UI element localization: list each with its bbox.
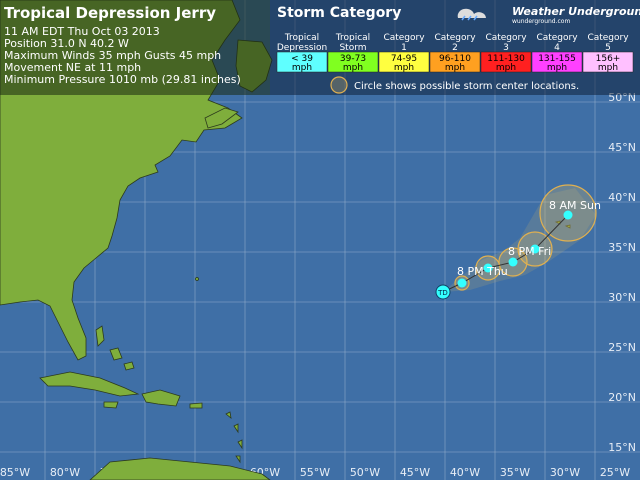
category-range: mph — [445, 63, 465, 73]
cloud-icon — [457, 8, 486, 18]
category-range: 111-130 — [487, 54, 525, 64]
brand-url: wunderground.com — [512, 18, 570, 25]
info-line: 11 AM EDT Thu Oct 03 2013 — [4, 25, 160, 38]
longitude-label: 85°W — [0, 466, 30, 479]
longitude-label: 40°W — [450, 466, 480, 479]
time-label: 8 PM Fri — [508, 245, 551, 258]
category-name: Depression — [277, 43, 327, 53]
category-name: Category — [383, 33, 425, 43]
category-name: 5 — [605, 43, 611, 53]
category-range: < 39 — [291, 54, 313, 64]
latitude-label: 45°N — [608, 141, 636, 154]
category-range: mph — [343, 63, 363, 73]
info-line: Maximum Winds 35 mph Gusts 45 mph — [4, 49, 221, 62]
info-line: Position 31.0 N 40.2 W — [4, 37, 129, 50]
category-swatch — [480, 51, 532, 73]
brand-name: Weather Underground — [512, 5, 640, 18]
puerto-rico — [189, 402, 203, 409]
latitude-label: 15°N — [608, 441, 636, 454]
track-point — [483, 263, 493, 273]
category-swatch — [327, 51, 379, 73]
time-label: 8 AM Sun — [549, 199, 601, 212]
bermuda — [195, 277, 199, 281]
track-point — [530, 244, 540, 254]
legend-title: Storm Category — [277, 5, 401, 21]
category-range: mph — [598, 63, 618, 73]
cone-area — [443, 188, 596, 292]
info-line: Movement NE at 11 mph — [4, 61, 141, 74]
category-swatch — [429, 51, 481, 73]
category-name: 4 — [554, 43, 560, 53]
latitude-label: 35°N — [608, 241, 636, 254]
longitude-label: 30°W — [550, 466, 580, 479]
category-name: 2 — [452, 43, 458, 53]
legend-panel — [270, 0, 640, 95]
latitude-label: 40°N — [608, 191, 636, 204]
info-line: Minimum Pressure 1010 mb (29.81 inches) — [4, 73, 241, 86]
category-name: 1 — [401, 43, 407, 53]
category-name: Storm — [339, 43, 366, 53]
longitude-label: 50°W — [350, 466, 380, 479]
category-name: Category — [587, 33, 629, 43]
category-range: 96-110 — [439, 54, 471, 64]
antilles — [225, 411, 243, 464]
storm-title: Tropical Depression Jerry — [4, 4, 216, 22]
hispaniola — [141, 389, 181, 407]
nova-scotia — [204, 107, 239, 129]
category-name: Tropical — [284, 33, 319, 43]
cone-note: Circle shows possible storm center locat… — [354, 81, 579, 92]
category-name: Category — [485, 33, 527, 43]
time-label: 8 PM Thu — [457, 265, 508, 278]
info-panel — [0, 0, 270, 95]
longitude-label: 45°W — [400, 466, 430, 479]
category-swatch — [378, 51, 430, 73]
category-name: Category — [434, 33, 476, 43]
longitude-label: 35°W — [500, 466, 530, 479]
track-point — [508, 257, 518, 267]
azores — [554, 220, 571, 229]
category-range: 156+ — [596, 54, 621, 64]
cone-sample — [330, 76, 348, 94]
latitude-label: 25°N — [608, 341, 636, 354]
category-range: mph — [547, 63, 567, 73]
south-america — [89, 457, 271, 480]
category-name: 3 — [503, 43, 509, 53]
latitude-label: 30°N — [608, 291, 636, 304]
category-swatch — [276, 51, 328, 73]
marker-label: TD — [437, 289, 448, 297]
jamaica — [103, 401, 119, 409]
category-range: mph — [292, 63, 312, 73]
category-range: mph — [394, 63, 414, 73]
category-name: Tropical — [335, 33, 370, 43]
category-swatch — [531, 51, 583, 73]
cuba — [39, 371, 140, 397]
brand-logo: Weather Underground wunderground.com — [457, 5, 640, 25]
current-position — [435, 284, 451, 300]
latitude-label: 20°N — [608, 391, 636, 404]
forecast-cone: TD 8 PM Thu 8 PM Fri 8 AM Sun — [435, 184, 601, 300]
rain-icon — [461, 15, 478, 21]
longitude-label: 25°W — [600, 466, 630, 479]
category-name: Category — [536, 33, 578, 43]
track-point — [563, 210, 573, 220]
track-point — [457, 278, 467, 288]
category-range: 74-95 — [391, 54, 417, 64]
category-range: mph — [496, 63, 516, 73]
category-range: 131-155 — [538, 54, 576, 64]
category-swatch — [582, 51, 634, 73]
longitude-label: 55°W — [300, 466, 330, 479]
longitude-label: 80°W — [50, 466, 80, 479]
bahamas — [95, 325, 135, 371]
category-range: 39-73 — [340, 54, 366, 64]
